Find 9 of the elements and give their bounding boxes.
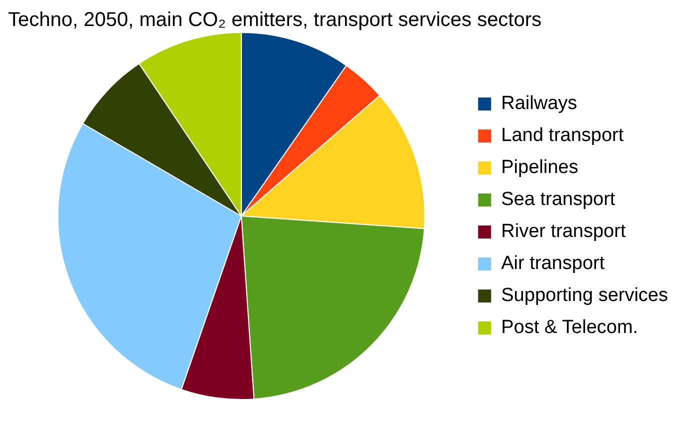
legend-label: River transport — [501, 221, 626, 242]
legend-label: Air transport — [501, 253, 606, 274]
legend-label: Supporting services — [501, 285, 668, 306]
legend-label: Pipelines — [501, 157, 578, 178]
legend-label: Land transport — [501, 125, 624, 146]
chart-title: Techno, 2050, main CO₂ emitters, transport services sectors — [8, 8, 543, 32]
legend-label: Post & Telecom. — [501, 317, 638, 338]
legend-label: Railways — [501, 93, 578, 114]
legend-label: Sea transport — [501, 189, 616, 210]
